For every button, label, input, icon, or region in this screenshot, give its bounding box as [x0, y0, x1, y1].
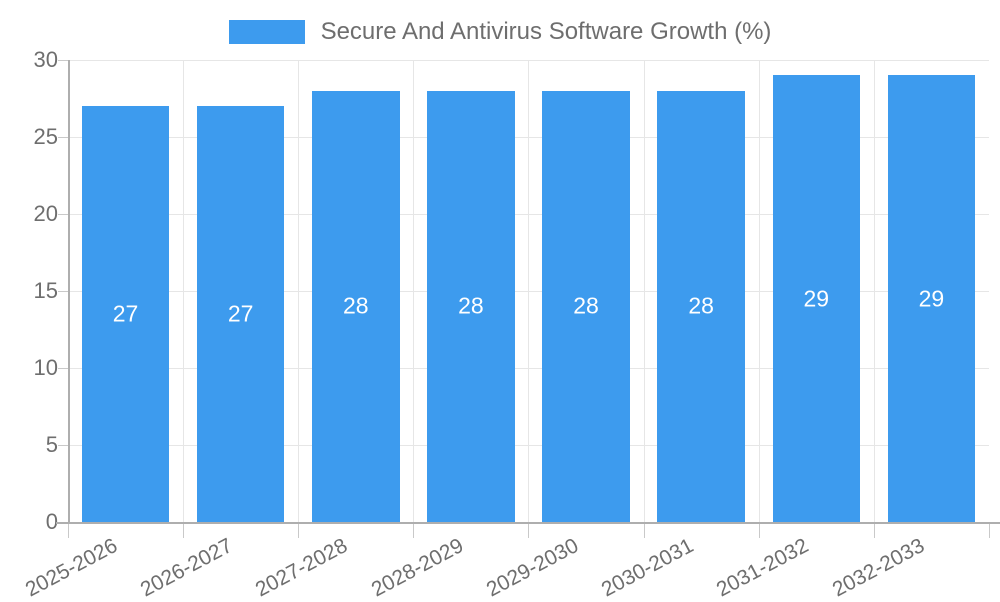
gridlines: [68, 60, 989, 522]
x-axis-line: [56, 522, 1000, 524]
y-axis-tick-marks: [0, 60, 68, 523]
legend-color-swatch-icon: [228, 20, 305, 44]
bar[interactable]: 27: [81, 106, 170, 522]
x-tick-label-2026-2027: 2026-2027: [136, 534, 237, 602]
y-axis-line: [68, 60, 70, 523]
chart-legend: Secure And Antivirus Software Growth (%): [0, 12, 1000, 52]
y-tick-label-0: 0: [45, 509, 58, 534]
bar-value-label: 27: [112, 300, 139, 327]
gridline-x-4: [528, 60, 529, 522]
x-tick-label-2030-2031: 2030-2031: [597, 534, 698, 602]
bar-slot: 29: [759, 60, 874, 522]
y-tickmark-25: [58, 137, 68, 138]
y-tick-label-10: 10: [33, 355, 58, 380]
y-tick-label-25: 25: [33, 124, 58, 149]
gridline-x-6: [759, 60, 760, 522]
bar-slot: 28: [529, 60, 644, 522]
y-tick-label-15: 15: [33, 278, 58, 303]
bar[interactable]: 28: [542, 90, 630, 522]
x-tick-label-2025-2026: 2025-2026: [21, 534, 122, 602]
y-tick-label-30: 30: [33, 47, 58, 72]
y-tickmark-5: [58, 445, 68, 446]
x-tickmark-0: [68, 524, 69, 538]
x-axis-tick-marks: [68, 524, 990, 538]
bar-slot: 28: [644, 60, 759, 522]
y-tickmark-30: [58, 60, 68, 61]
x-tick-label-2027-2028: 2027-2028: [251, 534, 352, 602]
legend-label: Secure And Antivirus Software Growth (%): [320, 18, 772, 45]
y-tickmark-15: [58, 291, 68, 292]
x-tickmark-5: [644, 524, 645, 538]
x-tick-label-2032-2033: 2032-2033: [828, 534, 929, 602]
bar-value-label: 29: [803, 285, 830, 312]
bar[interactable]: 27: [196, 106, 285, 522]
gridline-x-1: [183, 60, 184, 522]
bar-value-label: 28: [688, 292, 714, 319]
bar[interactable]: 28: [312, 90, 400, 522]
x-tickmark-4: [528, 524, 529, 538]
bar-value-label: 28: [458, 292, 484, 319]
bar-slot: 27: [68, 60, 183, 522]
x-tick-label-2031-2032: 2031-2032: [712, 534, 813, 602]
x-tick-label-2029-2030: 2029-2030: [482, 534, 583, 602]
bar[interactable]: 29: [772, 75, 861, 522]
x-tickmark-7: [874, 524, 875, 538]
bar-slot: 29: [874, 60, 989, 522]
y-axis-tick-labels: 30 25 20 15 10 5 0: [0, 49, 58, 533]
bar-value-label: 28: [573, 292, 599, 319]
x-tickmark-2: [298, 524, 299, 538]
bar-value-label: 29: [918, 285, 945, 312]
gridline-x-7: [874, 60, 875, 522]
gridline-x-3: [413, 60, 414, 522]
x-tick-label-2028-2029: 2028-2029: [367, 534, 468, 602]
x-tickmark-8: [989, 524, 990, 538]
bar-value-label: 28: [343, 292, 369, 319]
bar-slot: 27: [183, 60, 298, 522]
x-axis-tick-labels: 2025-2026 2026-2027 2027-2028 2028-2029 …: [22, 524, 989, 602]
bar-series: 27 27 28 28 28: [68, 60, 989, 522]
bar-value-label: 27: [227, 300, 254, 327]
y-tickmark-20: [58, 214, 68, 215]
plot-area: 27 27 28 28 28: [68, 60, 989, 522]
x-tickmark-1: [183, 524, 184, 538]
x-tickmark-3: [413, 524, 414, 538]
bar[interactable]: 28: [427, 90, 515, 522]
legend-item-secure-and-antivirus-software-growth[interactable]: Secure And Antivirus Software Growth (%): [228, 18, 772, 45]
bar[interactable]: 28: [657, 90, 745, 522]
bar[interactable]: 29: [887, 75, 976, 522]
y-tick-label-5: 5: [45, 432, 58, 457]
y-tick-label-20: 20: [33, 201, 58, 226]
gridline-x-2: [298, 60, 299, 522]
x-tickmark-6: [759, 524, 760, 538]
bar-slot: 28: [413, 60, 528, 522]
y-tickmark-10: [58, 368, 68, 369]
bar-slot: 28: [298, 60, 413, 522]
gridline-x-5: [644, 60, 645, 522]
